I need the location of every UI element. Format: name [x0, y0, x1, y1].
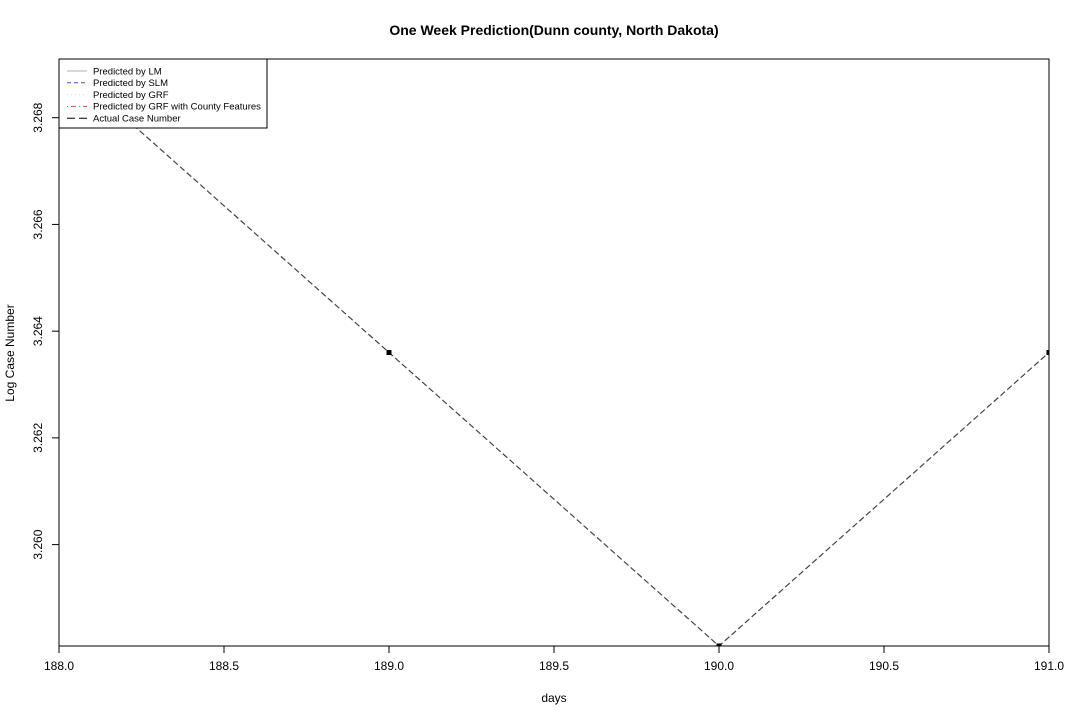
data-point	[1046, 350, 1049, 355]
series-line-actual-case-number	[59, 59, 1049, 646]
x-axis: 188.0 188.5 189.0 189.5 190.0 190.5 191.0	[44, 646, 1064, 673]
data-point	[386, 350, 392, 355]
x-tick-label: 190.5	[869, 659, 899, 673]
x-tick-label: 189.5	[539, 659, 569, 673]
y-axis-label: Log Case Number	[3, 304, 17, 401]
y-tick-label: 3.260	[31, 529, 45, 559]
y-tick-label: 3.268	[31, 102, 45, 132]
legend-label: Predicted by GRF with County Features	[93, 102, 261, 113]
x-axis-label: days	[541, 691, 566, 705]
y-tick-label: 3.262	[31, 423, 45, 453]
y-axis: 3.260 3.262 3.264 3.266 3.268	[31, 102, 59, 560]
plot-frame	[58, 58, 1050, 647]
legend-box	[58, 58, 268, 129]
legend-label: Predicted by GRF	[93, 90, 169, 101]
x-tick-label: 189.0	[374, 659, 404, 673]
x-tick-label: 188.5	[209, 659, 239, 673]
x-tick-label: 190.0	[704, 659, 734, 673]
data-point	[716, 643, 722, 646]
y-tick-label: 3.264	[31, 316, 45, 346]
y-tick-label: 3.266	[31, 209, 45, 239]
series-layer	[59, 59, 1049, 646]
x-tick-label: 191.0	[1034, 659, 1064, 673]
legend-label: Predicted by LM	[93, 66, 162, 77]
chart-title: One Week Prediction(Dunn county, North D…	[389, 22, 718, 38]
legend-label: Predicted by SLM	[93, 78, 168, 89]
x-tick-label: 188.0	[44, 659, 74, 673]
legend-label: Actual Case Number	[93, 114, 181, 125]
